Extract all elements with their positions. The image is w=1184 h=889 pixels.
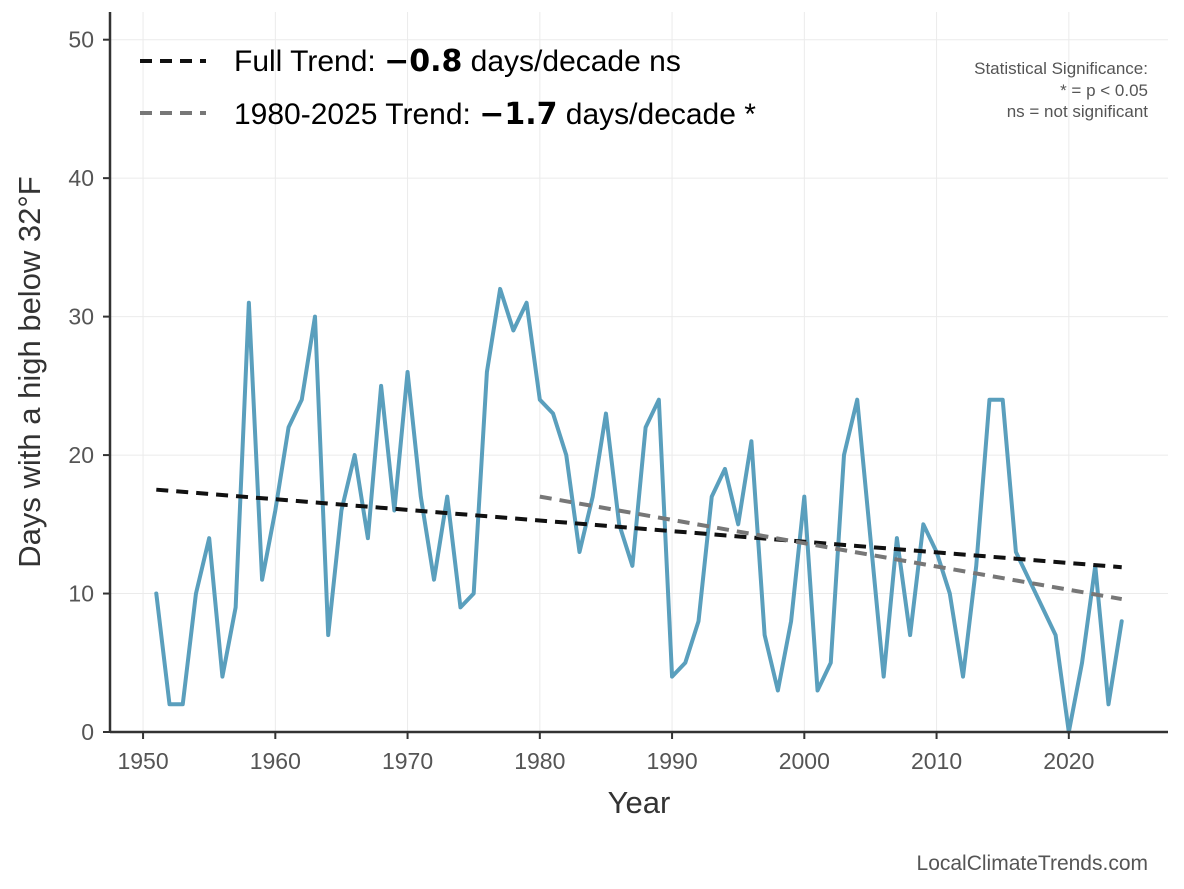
- axes: [108, 12, 1168, 734]
- y-tick-label: 40: [68, 165, 94, 191]
- x-tick-label: 1970: [382, 748, 433, 774]
- x-ticks: 1950 1960 1970 1980 1990 2000 2010 2020: [117, 732, 1094, 774]
- series-line: [154, 286, 1124, 734]
- x-tick-label: 2010: [911, 748, 962, 774]
- x-tick-label: 1950: [117, 748, 168, 774]
- source-credit: LocalClimateTrends.com: [917, 852, 1148, 875]
- trend-layer: [156, 487, 1123, 602]
- y-axis-title: Days with a high below 32°F: [12, 176, 47, 567]
- legend: Full Trend: −0.8 days/decade ns 1980-202…: [140, 44, 756, 132]
- y-tick-label: 10: [68, 581, 94, 607]
- y-tick-label: 20: [68, 442, 94, 468]
- significance-title: Statistical Significance:: [974, 59, 1148, 78]
- legend-label-full-trend: Full Trend: −0.8 days/decade ns: [234, 44, 681, 79]
- y-tick-label: 0: [81, 719, 94, 745]
- y-tick-label: 50: [68, 27, 94, 53]
- y-tick-label: 30: [68, 304, 94, 330]
- x-tick-label: 1990: [646, 748, 697, 774]
- x-axis-title: Year: [608, 785, 671, 820]
- significance-ns: ns = not significant: [1007, 102, 1149, 121]
- significance-p-value: * = p < 0.05: [1060, 81, 1148, 100]
- x-tick-label: 1960: [250, 748, 301, 774]
- significance-note: Statistical Significance: * = p < 0.05 n…: [974, 59, 1148, 121]
- x-tick-label: 2000: [779, 748, 830, 774]
- full-trend-line: [156, 487, 1122, 570]
- x-tick-label: 2020: [1043, 748, 1094, 774]
- series-layer: [154, 286, 1124, 734]
- x-tick-label: 1980: [514, 748, 565, 774]
- y-ticks: 0 10 20 30 40 50: [68, 27, 110, 745]
- legend-label-recent-trend: 1980-2025 Trend: −1.7 days/decade *: [234, 97, 756, 132]
